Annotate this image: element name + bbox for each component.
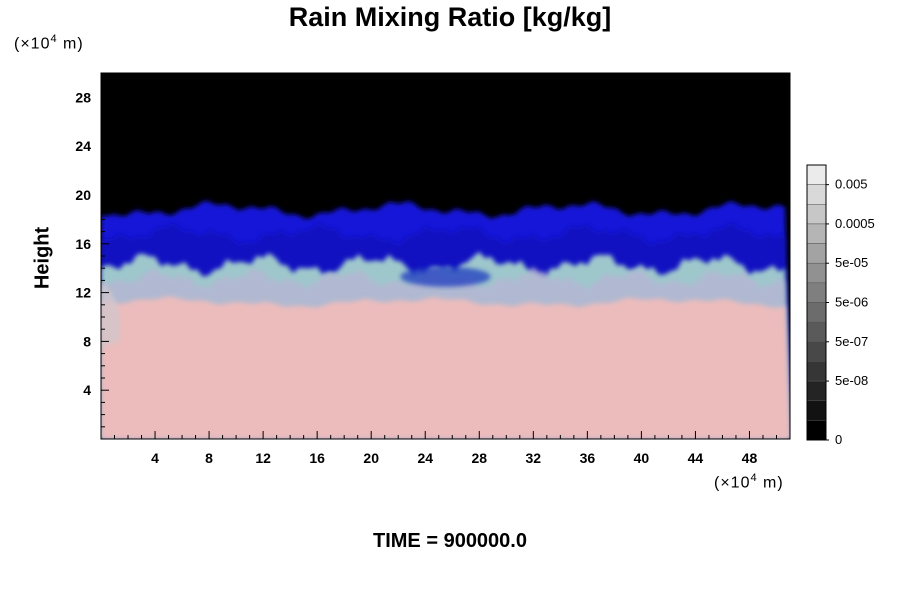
colorbar-label: 5e-08 xyxy=(835,373,868,388)
y-tick-label: 24 xyxy=(75,138,91,154)
x-tick-label: 44 xyxy=(688,450,704,466)
colorbar-swatch xyxy=(806,262,827,284)
chart-title: Rain Mixing Ratio [kg/kg] xyxy=(288,2,612,32)
x-axis-unit: (×104 m) xyxy=(714,472,784,492)
x-tick-label: 28 xyxy=(471,450,487,466)
x-tick-label: 40 xyxy=(634,450,650,466)
heatmap-field xyxy=(101,73,790,439)
x-tick-label: 12 xyxy=(255,450,271,466)
colorbar-label: 0 xyxy=(835,432,842,447)
x-tick-label: 32 xyxy=(526,450,542,466)
colorbar-swatch xyxy=(806,243,827,264)
colorbar-label: 0.0005 xyxy=(835,216,875,231)
y-tick-label: 12 xyxy=(75,285,91,301)
x-axis: 4 8 12 16 20 24 28 32 36 40 44 48 xyxy=(114,431,791,466)
colorbar-swatch xyxy=(806,204,827,225)
x-tick-label: 24 xyxy=(417,450,433,466)
time-label: TIME = 900000.0 xyxy=(373,530,527,552)
x-tick-label: 16 xyxy=(309,450,325,466)
x-tick-label: 4 xyxy=(151,450,159,466)
colorbar-label: 5e-06 xyxy=(835,295,868,310)
colorbar-swatch xyxy=(806,341,827,362)
x-tick-label: 48 xyxy=(742,450,758,466)
colorbar-swatch xyxy=(806,321,827,343)
colorbar-swatch xyxy=(806,400,827,421)
y-axis: 4 8 12 16 20 24 28 xyxy=(75,84,109,428)
y-tick-label: 20 xyxy=(75,187,91,203)
colorbar: 0.005 0.0005 5e-05 5e-06 5e-07 5e-08 0 xyxy=(806,164,875,447)
colorbar-swatch xyxy=(806,282,827,303)
colorbar-swatch xyxy=(806,223,827,244)
y-tick-label: 8 xyxy=(83,333,91,349)
colorbar-swatch xyxy=(806,420,827,441)
layer-left-plume xyxy=(101,280,121,348)
colorbar-swatch xyxy=(806,302,827,323)
x-tick-label: 36 xyxy=(580,450,596,466)
colorbar-label: 0.005 xyxy=(835,177,868,192)
y-tick-label: 4 xyxy=(83,382,91,398)
colorbar-swatch xyxy=(806,361,827,382)
colorbar-label: 5e-07 xyxy=(835,334,868,349)
y-tick-label: 16 xyxy=(75,236,91,252)
layer-lower xyxy=(101,296,790,439)
x-tick-label: 20 xyxy=(363,450,379,466)
x-tick-label: 8 xyxy=(205,450,213,466)
colorbar-swatch xyxy=(806,164,827,185)
colorbar-swatch xyxy=(806,380,827,401)
y-axis-unit: (×104 m) xyxy=(14,33,84,53)
y-tick-label: 28 xyxy=(75,89,91,105)
layer-center-dip xyxy=(400,266,491,287)
colorbar-swatch xyxy=(806,184,827,205)
colorbar-label: 5e-05 xyxy=(835,255,868,270)
